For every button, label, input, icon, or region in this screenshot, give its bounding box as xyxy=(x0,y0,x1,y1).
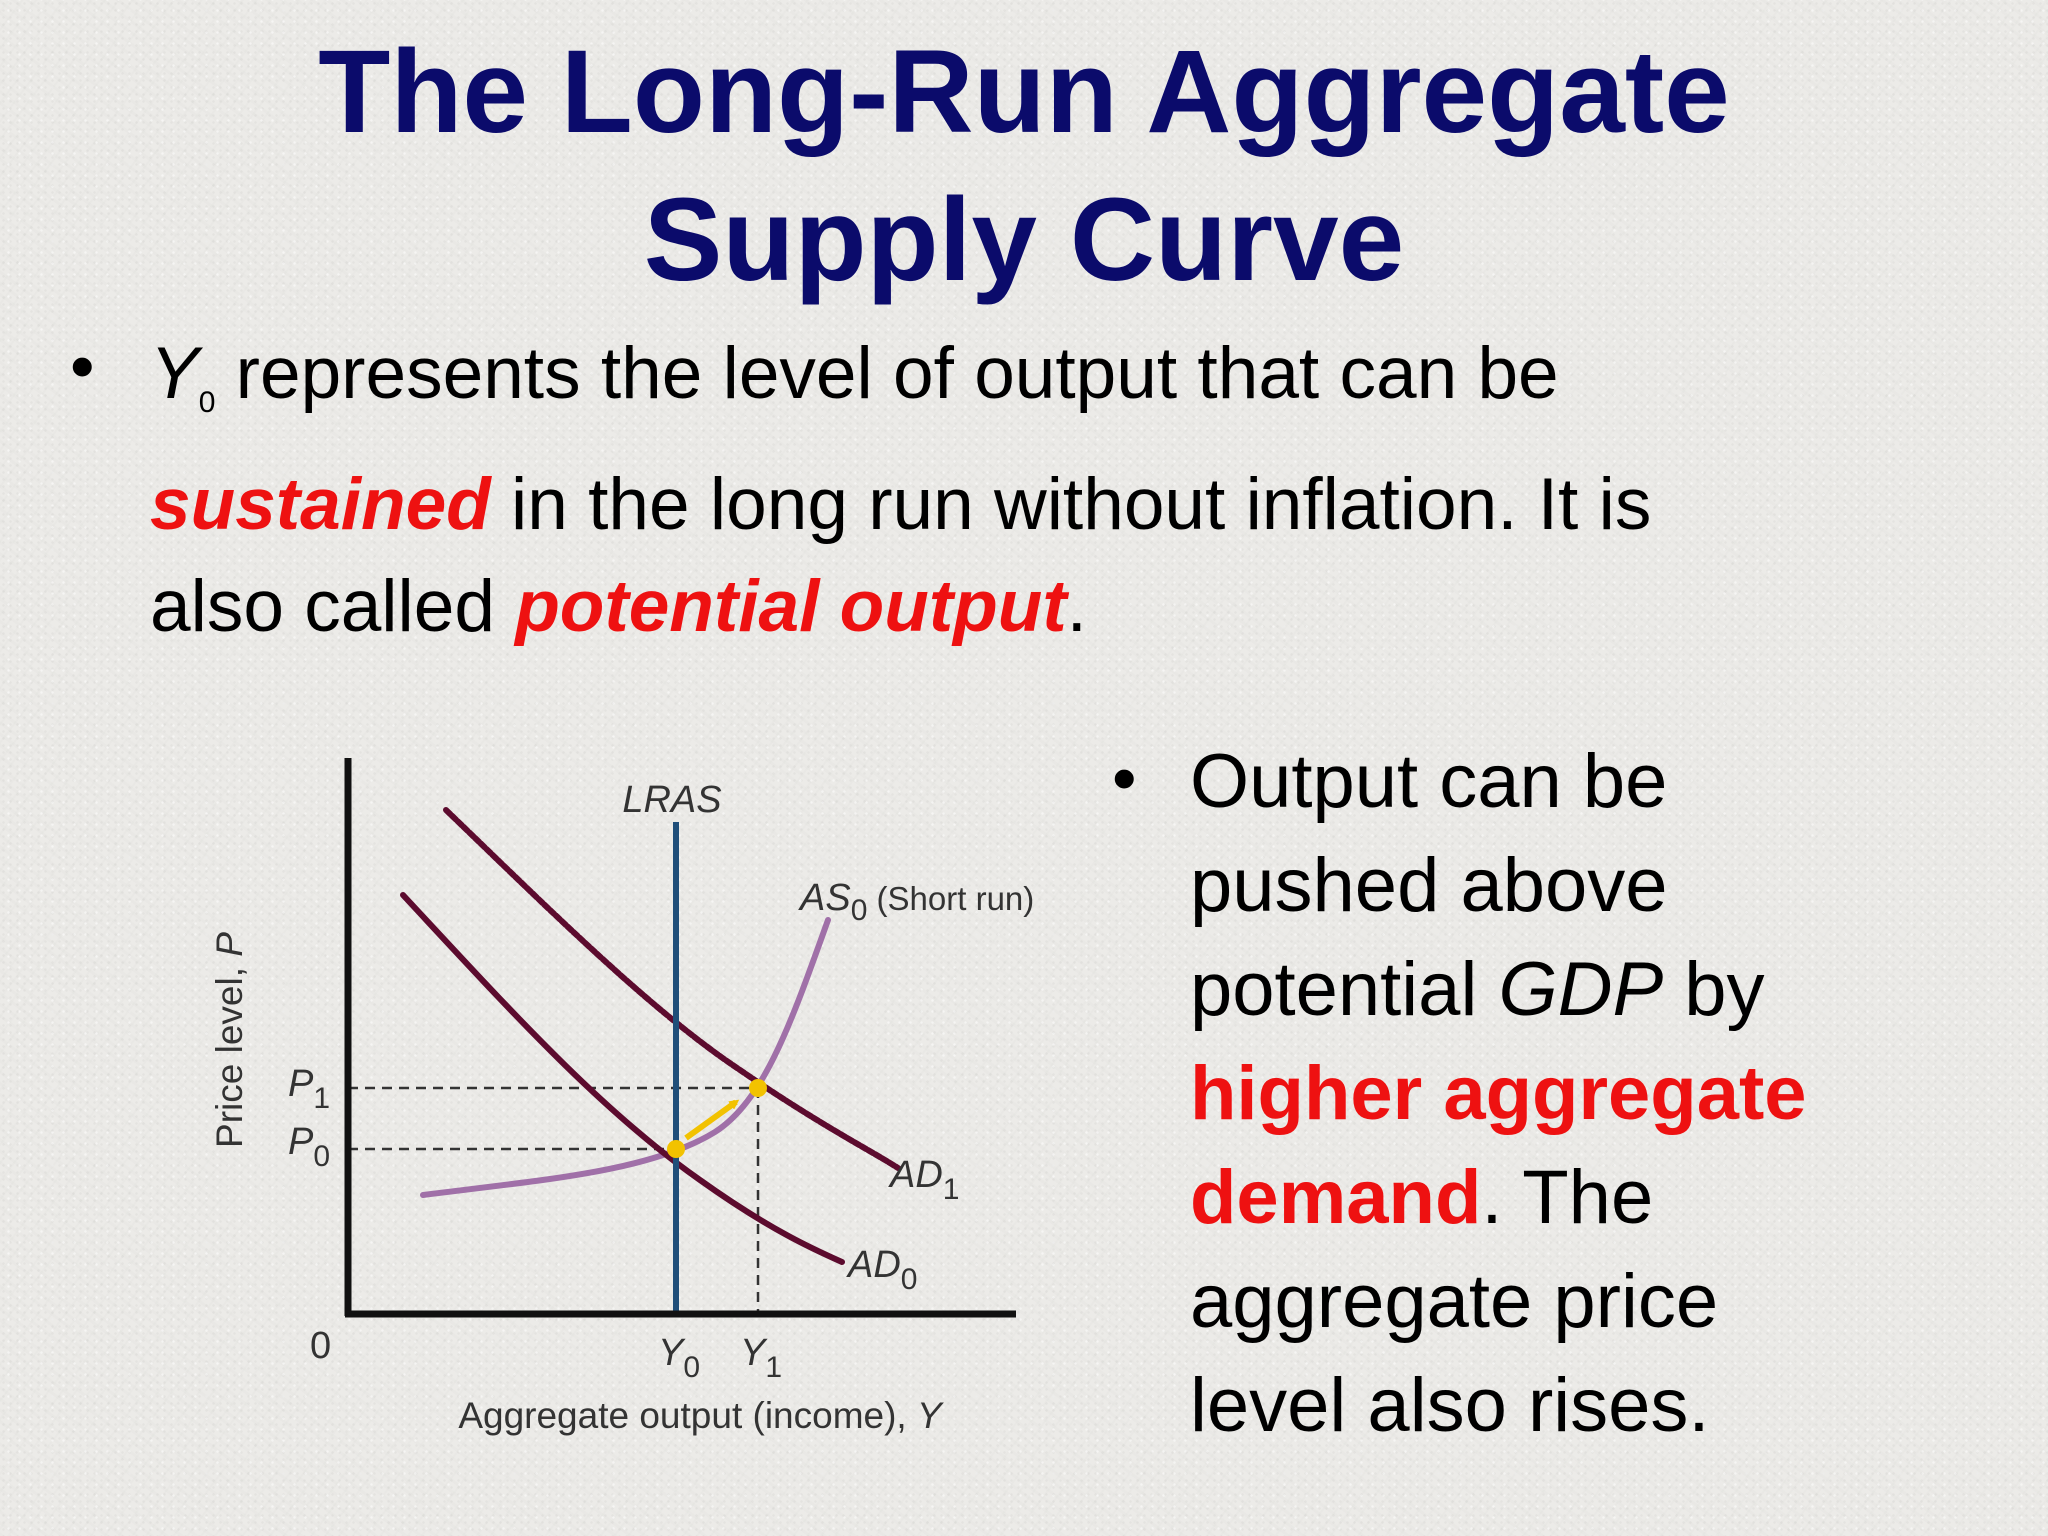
bullet-2-line-5-b: . The xyxy=(1481,1155,1654,1240)
bullet-1-line-2: sustained in the long run without inflat… xyxy=(150,454,1651,556)
y0-axis-label: Y0 xyxy=(658,1332,700,1384)
bullet-2-line-4: higher aggregate xyxy=(1190,1051,1807,1136)
p0-label: P0 xyxy=(288,1121,330,1173)
bullet-2-line-2: pushed above xyxy=(1190,843,1668,928)
equilibrium-point-1 xyxy=(749,1079,767,1097)
bullet-1-text-d: . xyxy=(1066,566,1087,647)
p1-label: P1 xyxy=(288,1063,330,1115)
y0-subscript: 0 xyxy=(198,386,216,419)
bullet-2-text: Output can be pushed above potential GDP… xyxy=(1190,730,1990,1458)
ad0-label: AD0 xyxy=(846,1244,917,1296)
y0-variable: Y xyxy=(150,333,199,414)
bullet-1-text-c: also called xyxy=(150,566,516,647)
bullet-2-line-1: Output can be xyxy=(1190,739,1668,824)
emphasis-sustained: sustained xyxy=(150,464,491,545)
bullet-1-text-b: in the long run without inflation. It is xyxy=(490,464,1652,545)
bullet-2-line-3-a: potential xyxy=(1190,947,1499,1032)
as0-short-run-curve xyxy=(420,917,831,1198)
bullet-marker-1: • xyxy=(70,327,95,405)
x-axis-title: Aggregate output (income), Y xyxy=(458,1395,944,1436)
as0-label: AS0 (Short run) xyxy=(798,877,1034,927)
bullet-2-line-6: aggregate price xyxy=(1190,1259,1719,1344)
ad1-curve xyxy=(443,807,901,1171)
bullet-1-text: Y0 represents the level of output that c… xyxy=(150,323,1651,658)
ad0-curve xyxy=(400,892,845,1265)
origin-label: 0 xyxy=(310,1325,331,1367)
bullet-2-line-3: potential GDP by xyxy=(1190,938,1990,1042)
bullet-2-line-3-b: by xyxy=(1663,947,1765,1032)
y-axis-title: Price level, P xyxy=(209,932,250,1148)
bullet-1-text-a: represents the level of output that can … xyxy=(215,333,1559,414)
equilibrium-point-0 xyxy=(667,1140,685,1158)
lras-diagram: LRAS AS0 (Short run) AD1 AD0 P1 P0 0 Y0 … xyxy=(209,758,1034,1436)
ad1-label: AD1 xyxy=(888,1154,959,1206)
bullet-2-line-5: demand. The xyxy=(1190,1146,1990,1250)
title-line-1: The Long-Run Aggregate xyxy=(318,26,1730,158)
equilibrium-shift-arrow xyxy=(684,1099,740,1141)
bullet-1-line-3: also called potential output. xyxy=(150,556,1651,658)
gdp-italic: GDP xyxy=(1498,947,1664,1032)
bullet-2-line-7: level also rises. xyxy=(1190,1363,1710,1448)
slide-title: The Long-Run Aggregate Supply Curve xyxy=(0,18,2048,314)
emphasis-potential-output: potential output xyxy=(515,566,1067,647)
bullet-1-line-1: Y0 represents the level of output that c… xyxy=(150,323,1651,454)
emphasis-demand: demand xyxy=(1190,1155,1482,1240)
lras-label: LRAS xyxy=(622,779,721,821)
y1-axis-label: Y1 xyxy=(740,1332,782,1384)
bullet-marker-2: • xyxy=(1112,739,1137,817)
title-line-2: Supply Curve xyxy=(643,174,1405,306)
